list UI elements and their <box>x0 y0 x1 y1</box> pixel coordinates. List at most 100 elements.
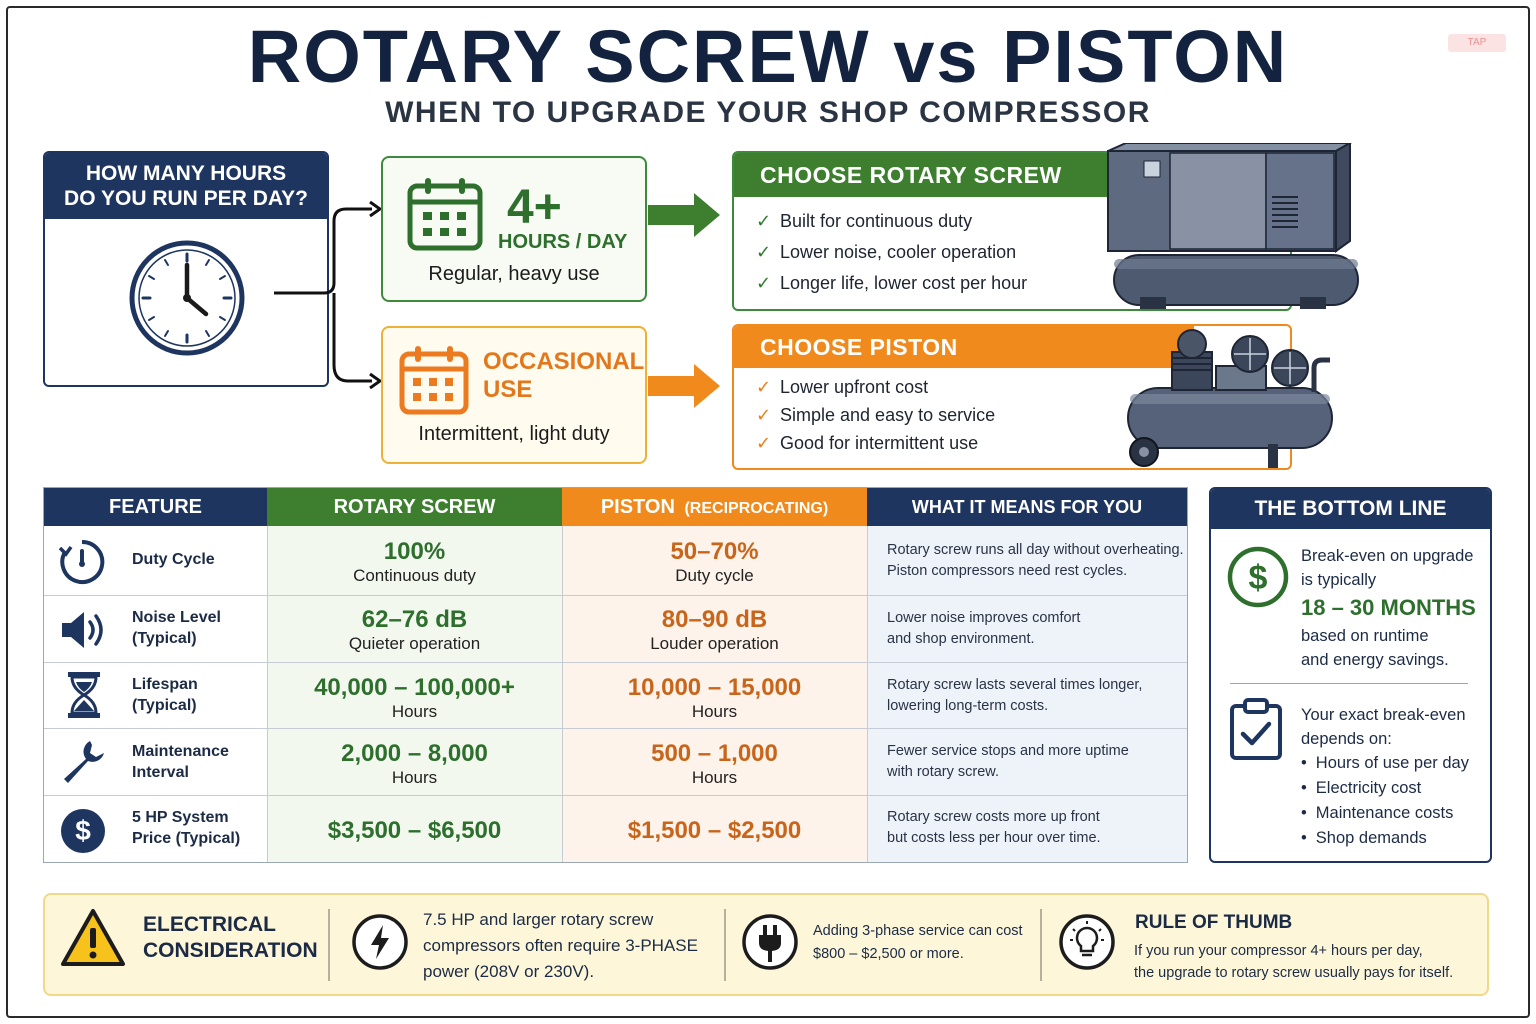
lightbulb-icon <box>1059 914 1115 970</box>
heavy-hours-value: 4+ <box>507 181 562 234</box>
dollar-icon: $ <box>61 809 105 853</box>
rule-of-thumb-text: If you run your compressor 4+ hours per … <box>1134 943 1454 981</box>
page-subtitle: WHEN TO UPGRADE YOUR SHOP COMPRESSOR <box>385 96 1151 129</box>
piston-column-bg <box>562 526 867 862</box>
svg-text:$: $ <box>75 815 91 846</box>
rotary-value: 62–76 dB <box>361 606 468 633</box>
list-item: ✓ Longer life, lower cost per hour <box>756 273 1028 293</box>
row-divider <box>44 595 1187 596</box>
depends-text: Your exact break-even depends on: <box>1301 706 1466 748</box>
occasional-label: OCCASIONAL <box>483 348 645 375</box>
row-label: Noise Level (Typical) <box>132 609 221 647</box>
header-rotary: ROTARY SCREW <box>267 488 562 526</box>
break-even-months: 18 – 30 MONTHS <box>1301 595 1476 620</box>
header-piston-sub: (RECIPROCATING) <box>684 500 829 517</box>
rotary-compressor-illustration <box>1107 143 1359 309</box>
piston-note: Duty cycle <box>675 566 754 585</box>
rotary-benefits-list: ✓ Built for continuous duty ✓ Lower noise,… <box>734 197 1290 299</box>
speaker-icon <box>62 612 103 648</box>
row-label: Duty Cycle <box>132 551 215 568</box>
rotary-note: Hours <box>391 702 438 721</box>
footer-divider <box>1040 909 1042 981</box>
piston-value: 10,000 – 15,000 <box>627 674 802 701</box>
rotary-value: 2,000 – 8,000 <box>341 740 488 767</box>
comparison-table: FEATURE ROTARY SCREW PISTON (RECIPROCATI… <box>43 487 1188 863</box>
warning-icon <box>61 909 125 966</box>
piston-compressor-illustration <box>1127 329 1333 468</box>
dollar-circle-icon: $ <box>1227 546 1289 608</box>
header-piston-label: PISTON <box>600 496 675 518</box>
heavy-use-description: Regular, heavy use <box>428 263 600 285</box>
row-label: Lifespan (Typical) <box>132 676 198 714</box>
plug-icon <box>742 914 798 970</box>
rule-of-thumb-heading: RULE OF THUMB <box>1135 912 1293 933</box>
divider <box>1230 683 1468 684</box>
meaning-text: Lower noise improves comfort and shop env… <box>887 610 1081 647</box>
break-even-text: Break-even on upgrade is typically 18 – … <box>1301 547 1476 669</box>
lightning-icon <box>352 914 408 970</box>
row-label: Maintenance Interval <box>132 743 229 781</box>
factors-list: Hours of use per day Electricity cost Ma… <box>1301 754 1469 854</box>
piston-value: 50–70% <box>670 538 759 565</box>
list-item: ✓ Lower noise, cooler operation <box>756 242 1017 262</box>
header-means: WHAT IT MEANS FOR YOU <box>867 488 1187 526</box>
check-icon: ✓ <box>756 211 772 231</box>
question-header: HOW MANY HOURS DO YOU RUN PER DAY? <box>45 153 327 219</box>
column-divider <box>867 526 868 862</box>
rotary-value: $3,500 – $6,500 <box>327 817 502 844</box>
list-item: ✓ Simple and easy to service <box>756 404 996 425</box>
meaning-text: Fewer service stops and more uptime with … <box>887 743 1129 780</box>
electrical-heading: ELECTRICAL CONSIDERATION <box>143 913 318 962</box>
piston-note: Hours <box>691 768 738 787</box>
piston-value: 80–90 dB <box>661 606 768 633</box>
piston-note: Louder operation <box>650 634 779 653</box>
use-label: USE <box>483 376 533 403</box>
corner-tag: TAP <box>1448 34 1506 52</box>
bottom-line-title: THE BOTTOM LINE <box>1211 489 1490 529</box>
means-column-bg <box>867 526 1187 862</box>
column-divider <box>562 526 563 862</box>
rotary-note: Continuous duty <box>353 566 476 585</box>
choose-piston-title: CHOOSE PISTON <box>734 326 1194 368</box>
duty-cycle-icon <box>58 539 105 584</box>
row-divider <box>44 728 1187 729</box>
meaning-text: Rotary screw lasts several times longer,… <box>887 677 1143 714</box>
check-icon: ✓ <box>756 432 772 453</box>
meaning-text: Rotary screw costs more up front but cost… <box>887 809 1101 846</box>
heavy-hours-unit: HOURS / DAY <box>498 231 628 253</box>
question-line-1: HOW MANY HOURS <box>85 162 287 185</box>
row-divider <box>44 795 1187 796</box>
service-cost-text: Adding 3-phase service can cost $800 – $… <box>813 923 1023 962</box>
wrench-icon <box>64 741 104 783</box>
piston-note: Hours <box>691 702 738 721</box>
clock-icon <box>129 240 245 356</box>
header-piston: PISTON (RECIPROCATING) <box>562 488 867 526</box>
check-icon: ✓ <box>756 404 772 425</box>
list-item: ✓ Lower upfront cost <box>756 376 929 397</box>
list-item: Maintenance costs <box>1301 804 1469 829</box>
row-label: 5 HP System Price (Typical) <box>132 809 241 847</box>
piston-value: 500 – 1,000 <box>651 740 778 767</box>
list-item: ✓ Built for continuous duty <box>756 211 973 231</box>
check-icon: ✓ <box>756 242 772 262</box>
meaning-text: Rotary screw runs all day without overhe… <box>887 542 1184 579</box>
list-item: Shop demands <box>1301 829 1469 854</box>
light-use-description: Intermittent, light duty <box>418 423 610 445</box>
list-item: Electricity cost <box>1301 779 1469 804</box>
check-icon: ✓ <box>756 273 772 293</box>
rotary-note: Hours <box>391 768 438 787</box>
calendar-icon-green <box>407 178 483 251</box>
calendar-icon-orange <box>399 346 469 415</box>
option-occasional-use <box>381 326 647 464</box>
branch-arrows <box>274 200 383 390</box>
three-phase-text: 7.5 HP and larger rotary screw compresso… <box>423 910 698 981</box>
green-arrow <box>648 193 720 237</box>
svg-text:$: $ <box>1249 559 1268 597</box>
rotary-value: 100% <box>383 538 446 565</box>
header-feature: FEATURE <box>44 488 267 526</box>
rotary-note: Quieter operation <box>348 634 481 653</box>
question-line-2: DO YOU RUN PER DAY? <box>64 187 308 210</box>
question-box: HOW MANY HOURS DO YOU RUN PER DAY? <box>43 151 329 387</box>
piston-value: $1,500 – $2,500 <box>627 817 802 844</box>
orange-arrow <box>648 364 720 408</box>
